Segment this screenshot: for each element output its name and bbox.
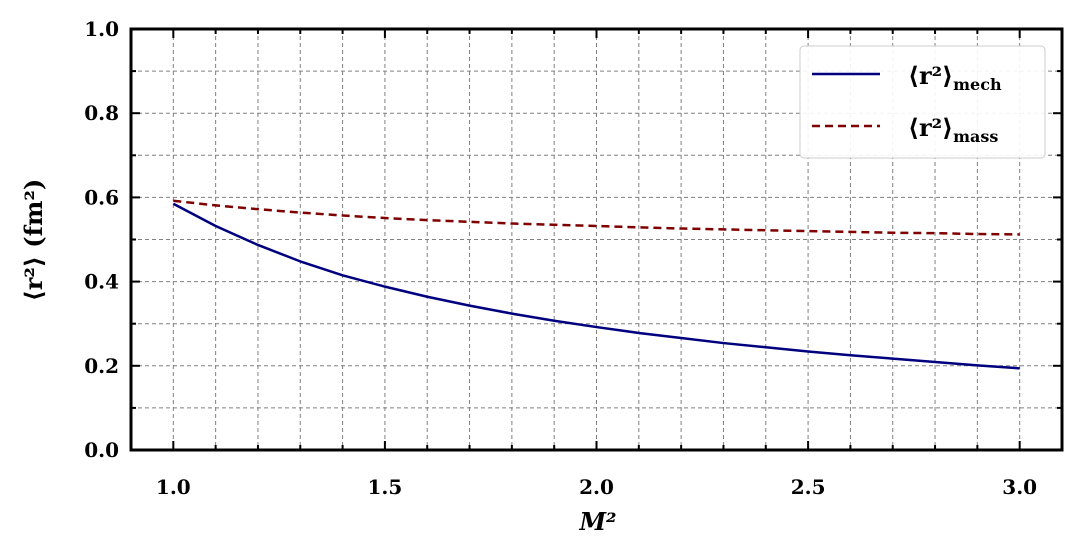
- x-tick-label: 3.0: [1002, 475, 1037, 499]
- legend-label-mass: ⟨r²⟩mass: [908, 113, 998, 146]
- series-line-mech: [172, 202, 1020, 370]
- grid-lines: [131, 29, 1062, 450]
- y-tick-label: 0.2: [84, 354, 119, 378]
- legend: ⟨r²⟩mech ⟨r²⟩mass: [799, 45, 1046, 159]
- y-tick-label: 1.0: [84, 17, 119, 41]
- series-layer: [172, 199, 1020, 370]
- tick-labels: 1.0 1.5 2.0 2.5 3.0 0.0 0.2 0.4 0.6 0.8 1.0: [84, 17, 1037, 499]
- y-axis-title: ⟨r²⟩ (fm²): [19, 179, 48, 301]
- y-tick-label: 0.8: [84, 101, 119, 125]
- x-tick-label: 1.0: [156, 475, 191, 499]
- axis-ticks: [130, 28, 1063, 451]
- y-tick-label: 0.4: [84, 270, 119, 294]
- x-tick-label: 2.5: [791, 475, 826, 499]
- series-line-mass: [173, 199, 1020, 236]
- y-tick-label: 0.0: [84, 438, 119, 462]
- x-axis-title: M²: [578, 507, 616, 536]
- x-tick-label: 1.5: [368, 475, 403, 499]
- y-tick-label: 0.6: [84, 185, 119, 209]
- legend-label-mech: ⟨r²⟩mech: [908, 61, 1002, 94]
- x-tick-label: 2.0: [579, 475, 614, 499]
